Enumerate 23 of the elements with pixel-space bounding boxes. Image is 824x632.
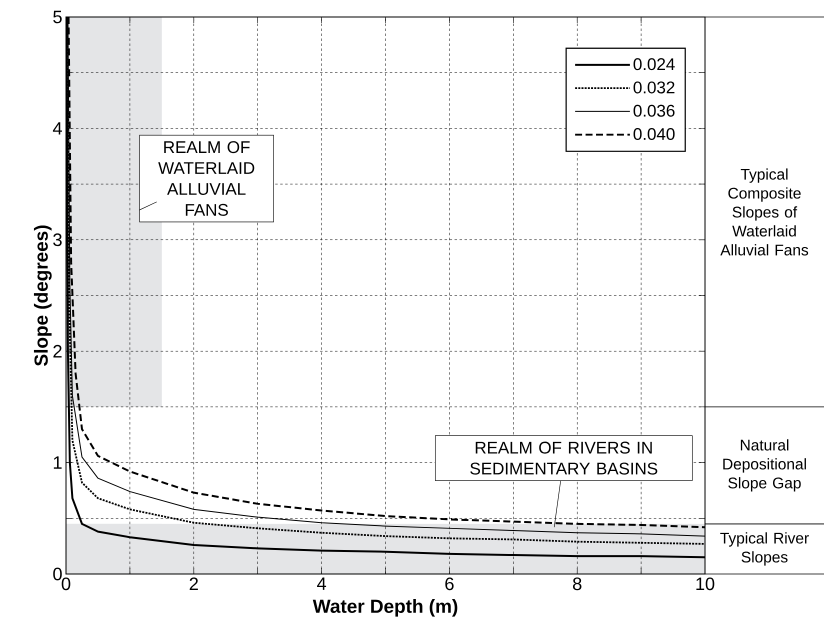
y-tick-label: 5 — [53, 10, 62, 24]
legend-label: 0.032 — [634, 81, 674, 94]
y-tick-label: 4 — [52, 122, 62, 135]
x-tick-label: 6 — [445, 577, 454, 590]
y-tick-label: 3 — [53, 233, 62, 246]
y-tick-label: 2 — [53, 344, 62, 358]
text: Typical Composite Slopes of Waterlaid Alluvial Fans — [720, 168, 808, 256]
y-tick-label: 0 — [53, 568, 62, 580]
x-tick-label: 10 — [696, 577, 714, 590]
band-label: Typical River Slopes — [720, 532, 809, 566]
y-tick-label: 1 — [54, 456, 62, 469]
x-tick-label: 2 — [190, 577, 198, 590]
x-tick-label: 8 — [573, 577, 582, 590]
annotation: REALM OF RIVERS IN SEDIMENTARY BASINS — [470, 442, 658, 475]
band-label: Natural Depositional Slope Gap — [723, 439, 806, 492]
legend-label: 0.036 — [634, 104, 675, 117]
x-tick-label: 4 — [317, 577, 326, 590]
legend-label: 0.040 — [634, 128, 675, 140]
x-axis-title: Water Depth (m) — [312, 599, 458, 617]
legend-label: 0.024 — [634, 58, 675, 70]
annotation: REALM OF WATERLAID ALLUVIAL FANS — [158, 141, 254, 216]
x-tick-label: 0 — [62, 577, 70, 590]
y-axis-title: Slope (degrees) — [34, 225, 52, 366]
